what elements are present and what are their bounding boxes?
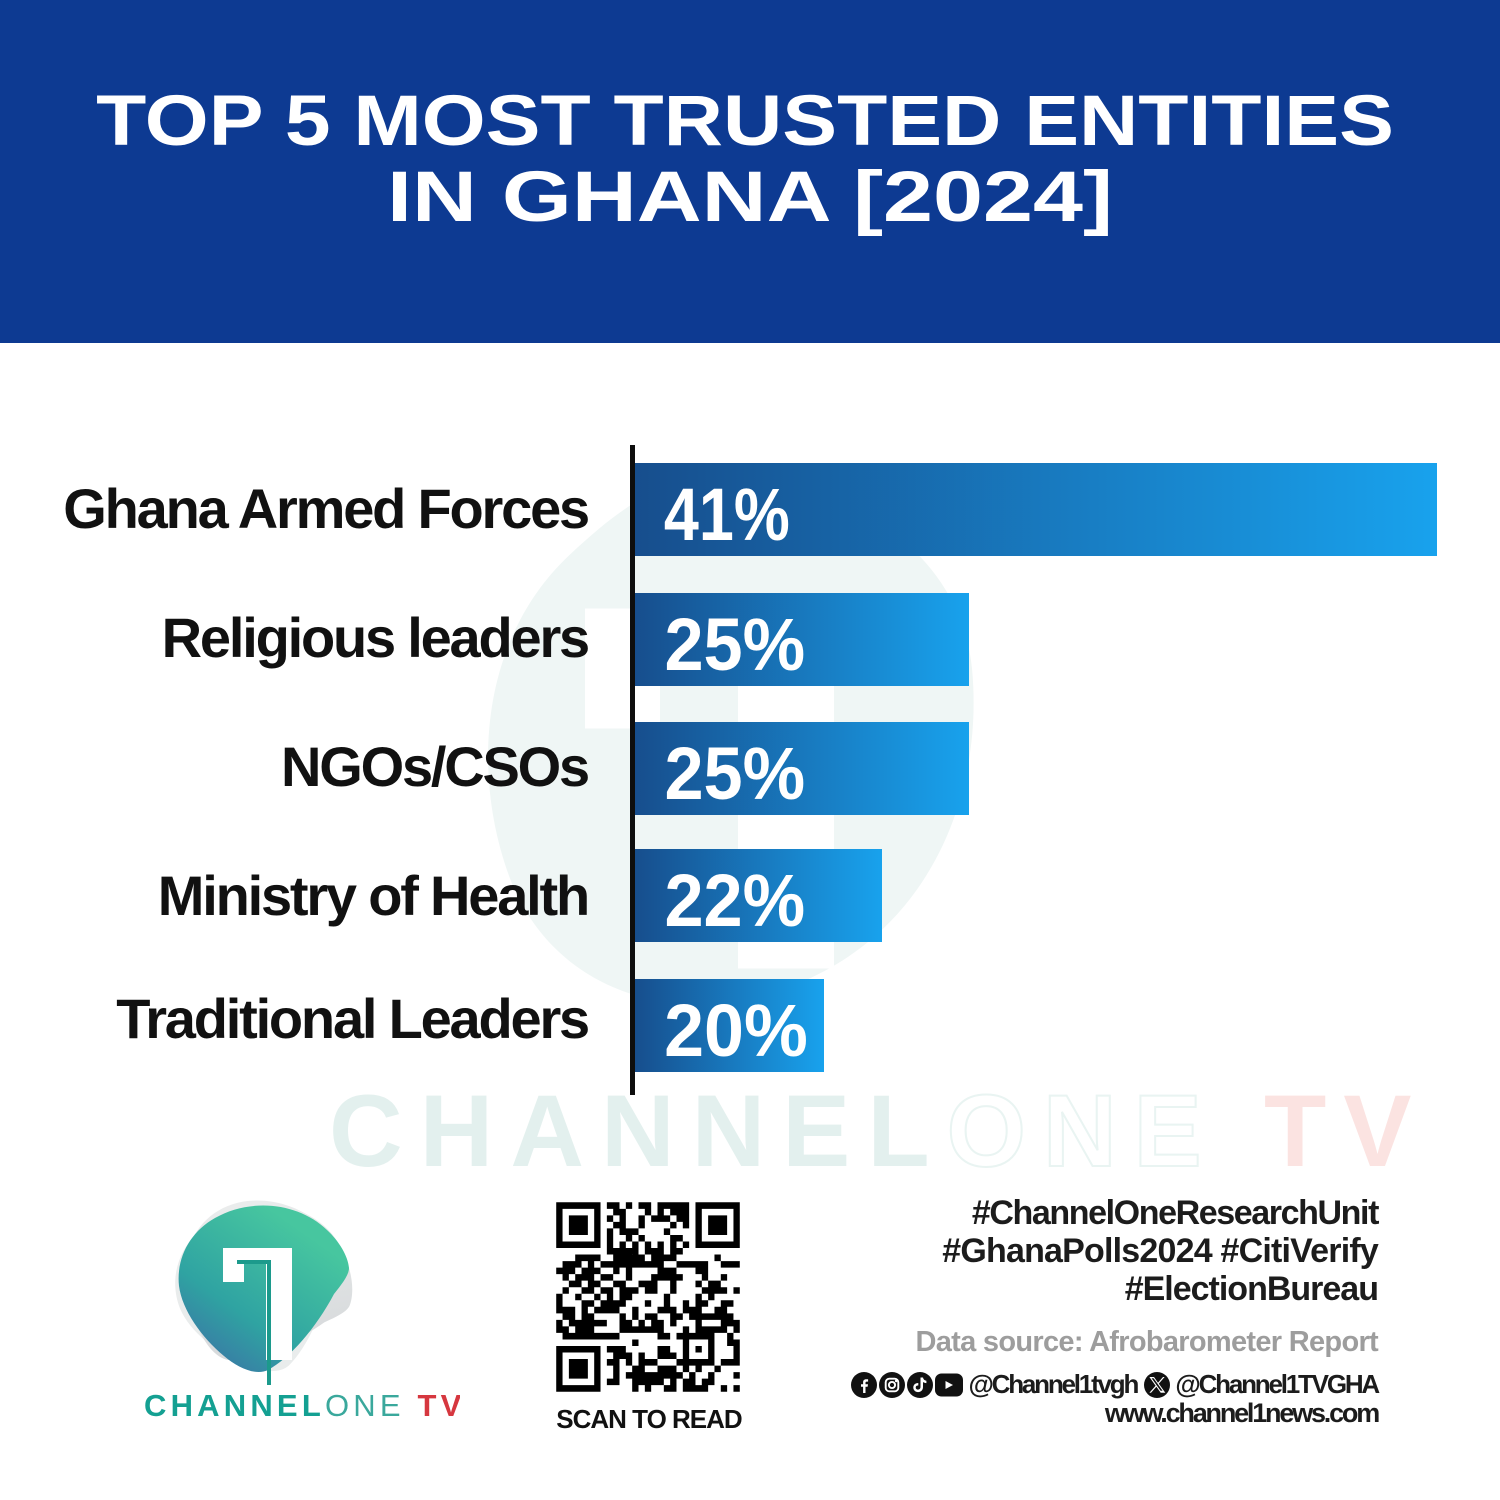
svg-text:CHANNELONE TV: CHANNELONE TV <box>144 1388 460 1423</box>
